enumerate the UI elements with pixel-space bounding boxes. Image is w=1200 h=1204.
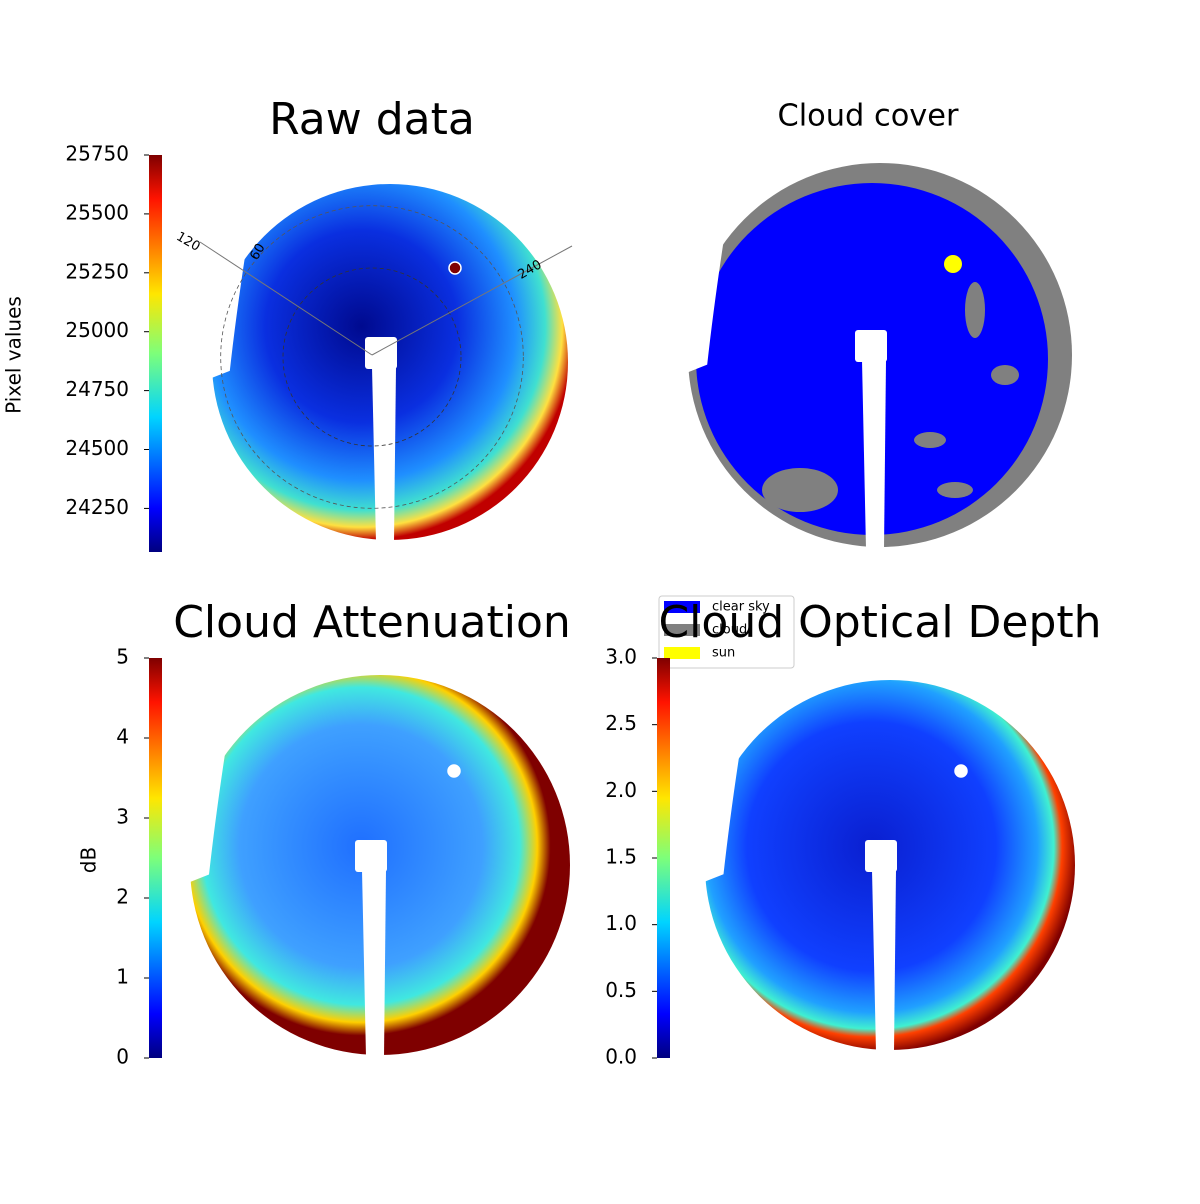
sun	[447, 764, 461, 778]
colorbar	[149, 658, 162, 1058]
sky-notch	[207, 184, 257, 380]
sky-image	[700, 680, 1075, 1052]
cloud-patch	[991, 365, 1019, 385]
cloud-patch	[965, 282, 985, 338]
colorbar-tick-label: 1.5	[605, 845, 637, 869]
colorbar-tick-label: 25750	[65, 142, 129, 166]
legend: clear sky cloud sun	[658, 595, 795, 669]
panel-title: Cloud cover	[778, 99, 959, 134]
legend-label: clear sky	[712, 600, 770, 615]
legend-swatch	[664, 624, 700, 636]
colorbar-tick-label: 4	[116, 725, 129, 749]
sky-image	[185, 675, 570, 1057]
polar-label: 60	[247, 241, 268, 263]
camera-head	[365, 337, 397, 369]
camera-head	[865, 840, 897, 872]
colorbar-tick-label: 25250	[65, 259, 129, 283]
colorbar-tick-label: 24250	[65, 495, 129, 519]
sky-notch	[700, 680, 752, 884]
colorbar	[149, 155, 162, 552]
sun	[944, 255, 962, 273]
camera-arm	[362, 870, 386, 1057]
camera-head	[355, 840, 387, 872]
colorbar-tick-label: 0.5	[605, 978, 637, 1002]
sky-image	[683, 163, 1072, 549]
legend-label: sun	[712, 646, 735, 661]
colorbar-tick-label: 1	[116, 965, 129, 989]
legend-label: cloud	[712, 623, 747, 638]
cloud-patch	[762, 468, 838, 512]
polar-spoke	[199, 241, 373, 356]
sky-image	[207, 184, 568, 542]
colorbar-tick-label: 25000	[65, 318, 129, 342]
colorbar-tick-label: 5	[116, 645, 129, 669]
colorbar-tick-label: 1.0	[605, 911, 637, 935]
colorbar-tick-label: 24750	[65, 377, 129, 401]
polar-grid	[220, 205, 524, 509]
panel-title: Cloud Optical Depth	[658, 597, 1101, 648]
colorbar-tick-label: 2.0	[605, 778, 637, 802]
colorbar-label: dB	[77, 847, 101, 873]
polar-label: 120	[173, 229, 202, 254]
camera-arm	[872, 870, 896, 1052]
colorbar-tick-label: 25500	[65, 200, 129, 224]
cloud-patch	[937, 482, 973, 498]
cloud-patch	[914, 432, 946, 448]
colorbar-tick-label: 3	[116, 805, 129, 829]
colorbar-tick-label: 24500	[65, 436, 129, 460]
sky-notch	[683, 163, 736, 375]
polar-spoke	[371, 245, 573, 356]
colorbar-tick-label: 2.5	[605, 711, 637, 735]
legend-swatch	[664, 647, 700, 659]
camera-arm	[862, 360, 886, 549]
sky-notch	[185, 675, 238, 884]
panel-title: Raw data	[269, 94, 475, 145]
polar-grid	[282, 267, 462, 447]
sun	[448, 261, 462, 275]
panel-title: Cloud Attenuation	[173, 597, 571, 648]
colorbar-tick-label: 0	[116, 1045, 129, 1069]
colorbar	[657, 658, 670, 1058]
legend-swatch	[664, 601, 700, 613]
camera-head	[855, 330, 887, 362]
colorbar-tick-label: 0.0	[605, 1045, 637, 1069]
colorbar-tick-label: 2	[116, 885, 129, 909]
sun	[954, 764, 968, 778]
colorbar-label: Pixel values	[2, 296, 26, 414]
colorbar-tick-label: 3.0	[605, 645, 637, 669]
camera-arm	[372, 367, 396, 542]
